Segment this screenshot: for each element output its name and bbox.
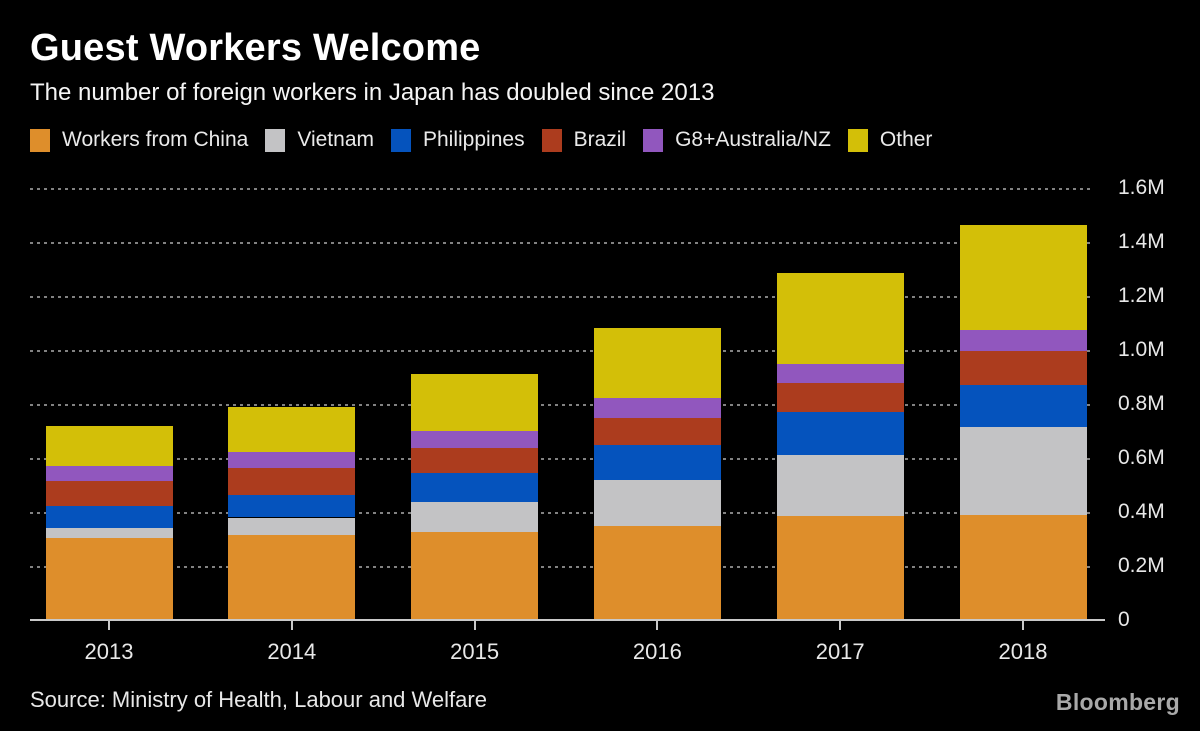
bar-segment (593, 397, 721, 419)
bar-segment (593, 327, 721, 398)
bar-segment (959, 427, 1087, 515)
x-axis-tick-label: 2014 (267, 639, 317, 664)
legend-item: G8+Australia/NZ (643, 128, 831, 152)
legend-swatch-icon (265, 128, 286, 152)
gridline (30, 512, 1090, 514)
x-axis-tick (473, 621, 476, 630)
bar-segment (593, 418, 721, 446)
bar-segment (228, 494, 356, 518)
gridline (30, 566, 1090, 568)
legend-swatch-icon (30, 128, 50, 152)
bar-segment (593, 480, 721, 526)
y-axis-tick-label: 0.2M (1118, 554, 1165, 577)
x-axis-tick (290, 621, 293, 630)
bar-segment (228, 452, 356, 469)
chart-subtitle: The number of foreign workers in Japan h… (30, 79, 715, 106)
x-axis-tick (656, 621, 659, 630)
bar-segment (959, 225, 1087, 330)
bar-segment (411, 448, 539, 474)
x-axis-tick-label: 2016 (632, 639, 682, 664)
bar-segment (959, 350, 1087, 385)
bar-segment (228, 468, 356, 495)
bar-segment (45, 466, 173, 481)
bar-segment (593, 445, 721, 481)
bar-segment (776, 383, 904, 412)
gridline (30, 242, 1090, 244)
y-axis-tick-label: 0 (1118, 608, 1130, 631)
legend-label: Brazil (573, 128, 627, 151)
x-axis-tick (108, 621, 110, 630)
bar-segment (411, 502, 539, 532)
source-note: Source: Ministry of Health, Labour and W… (30, 687, 487, 712)
bar-segment (593, 525, 721, 619)
y-axis-tick-label: 1.0M (1118, 338, 1165, 361)
legend-swatch-icon (643, 128, 664, 152)
legend-label: Other (879, 128, 933, 151)
bar-segment (45, 537, 173, 619)
bar-segment (959, 384, 1087, 428)
bar-segment (45, 480, 173, 506)
gridline (30, 350, 1090, 352)
x-axis-tick (1022, 621, 1024, 630)
legend-swatch-icon (391, 128, 411, 152)
y-axis-tick-label: 0.6M (1118, 446, 1165, 469)
legend-item: Philippines (391, 128, 525, 152)
y-axis-tick-label: 0.8M (1118, 392, 1165, 415)
legend-label: Philippines (423, 128, 525, 151)
y-axis-tick-label: 1.4M (1118, 230, 1165, 253)
bar-segment (45, 505, 173, 528)
x-axis-tick-label: 2015 (450, 639, 500, 664)
bar-segment (959, 329, 1087, 351)
legend-swatch-icon (541, 128, 562, 152)
legend-swatch-icon (847, 128, 868, 152)
legend-item: Brazil (541, 128, 627, 152)
bar-segment (45, 426, 173, 467)
bar-segment (228, 407, 356, 453)
x-axis-tick (839, 621, 842, 630)
plot-area: 2013 2014 2015 2016 2017 2018 (30, 188, 1105, 664)
bar-segment (776, 411, 904, 456)
legend-item: Vietnam (265, 128, 374, 152)
legend-item: Other (847, 128, 933, 152)
bar-segment (776, 455, 904, 517)
gridline (30, 404, 1090, 406)
gridline (30, 188, 1090, 190)
bar-segment (776, 363, 904, 384)
bar-segment (45, 527, 173, 538)
bar-segment (411, 431, 539, 449)
chart-legend: Workers from China Vietnam Philippines Braz… (30, 128, 932, 152)
legend-label: G8+Australia/NZ (675, 128, 831, 151)
x-axis-tick-label: 2018 (998, 639, 1048, 664)
bar-segment (411, 473, 539, 503)
x-axis-tick-label: 2017 (815, 639, 865, 664)
bloomberg-logo: Bloomberg (1055, 689, 1180, 715)
bar-segment (228, 517, 356, 535)
x-axis-line (30, 619, 1105, 621)
legend-label: Workers from China (62, 128, 249, 151)
legend-label: Vietnam (297, 128, 374, 151)
gridline (30, 458, 1090, 460)
gridline (30, 296, 1090, 298)
y-axis-tick-label: 0.4M (1118, 500, 1165, 523)
bar-segment (411, 531, 539, 619)
chart-title: Guest Workers Welcome (30, 27, 481, 69)
x-axis-tick-label: 2013 (84, 639, 134, 664)
bar-segment (228, 534, 356, 619)
y-axis-tick-label: 1.2M (1118, 284, 1165, 307)
bar-segment (959, 514, 1087, 619)
y-axis-tick-label: 1.6M (1118, 176, 1165, 199)
legend-item: Workers from China (30, 128, 248, 152)
bar-segment (776, 516, 904, 619)
bar-segment (411, 373, 539, 432)
bar-segment (776, 273, 904, 364)
